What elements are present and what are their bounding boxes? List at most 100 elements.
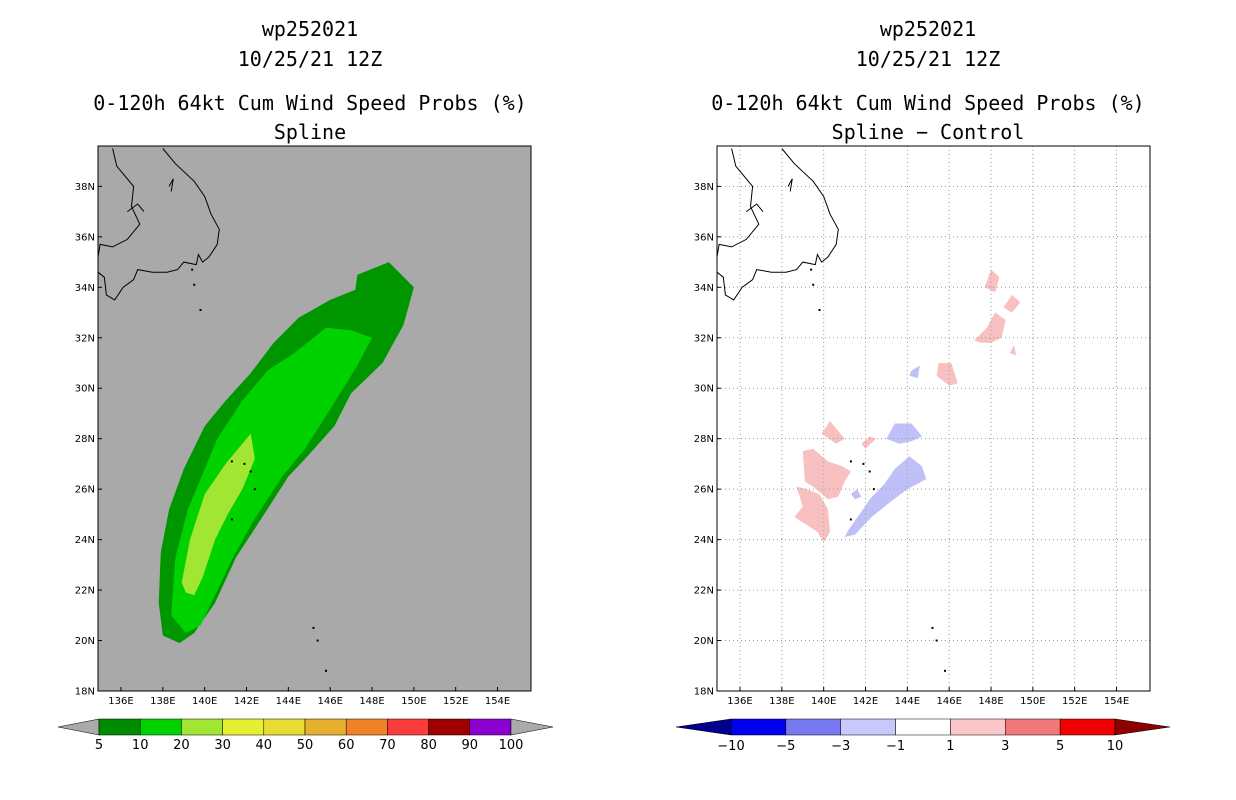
- right-region-11: [844, 456, 927, 538]
- right-lat-tick-label-5: 28N: [694, 434, 714, 445]
- right-colorbar-arrow-low: [675, 718, 732, 736]
- right-lon-tick-label-4: 144E: [895, 696, 920, 707]
- left-lon-tick-label-5: 146E: [317, 696, 342, 707]
- right-region-2: [974, 312, 1006, 343]
- left-region-1: [171, 327, 372, 633]
- left-lon-tick-label-0: 136E: [108, 696, 133, 707]
- left-island-5: [253, 488, 256, 491]
- right-map-panel: 136E 138E 140E 142E 144E 146E 148E 150E 152E 154E…: [694, 145, 1151, 707]
- right-island-11: [862, 462, 865, 465]
- left-colorbar: 5 10 20 30 40 50 60 70 80 90 100: [57, 718, 554, 753]
- left-lat-tick-label-6: 26N: [75, 485, 95, 496]
- left-lon-tick-label-9: 154E: [485, 696, 510, 707]
- right-coastline-3: [787, 178, 793, 192]
- right-storm-id: wp252021: [879, 17, 977, 41]
- right-colorbar-label-7: 10: [1107, 739, 1124, 754]
- left-island-10: [323, 693, 325, 695]
- right-coastline-2: [746, 203, 764, 213]
- right-colorbar-swatch-4: [895, 718, 951, 736]
- left-lat-tick-label-10: 18N: [75, 687, 95, 698]
- left-colorbar-arrow-high: [510, 718, 554, 736]
- right-island-5: [872, 488, 875, 491]
- left-colorbar-swatch-3: [222, 718, 265, 736]
- left-lat-tick-label-7: 24N: [75, 535, 95, 546]
- left-colorbar-label-6: 60: [338, 738, 355, 753]
- right-map-frame: [716, 145, 1151, 692]
- right-colorbar-label-5: 3: [1001, 739, 1009, 754]
- right-region-12: [850, 489, 862, 500]
- right-island-2: [818, 309, 821, 312]
- right-lon-tick-label-3: 142E: [853, 696, 878, 707]
- left-island-11: [243, 462, 246, 465]
- left-lon-tick-label-2: 140E: [192, 696, 217, 707]
- right-colorbar-swatch-2: [785, 718, 841, 736]
- left-colorbar-swatch-5: [304, 718, 347, 736]
- left-lat-tick-label-1: 36N: [75, 232, 95, 243]
- left-subtitle: Spline: [273, 120, 347, 144]
- left-island-9: [325, 669, 328, 672]
- right-lon-tick-label-6: 148E: [978, 696, 1003, 707]
- left-island-2: [199, 309, 202, 312]
- left-colorbar-label-0: 5: [95, 738, 103, 753]
- right-region-0: [984, 269, 1000, 293]
- left-colorbar-label-5: 50: [297, 738, 314, 753]
- right-coastline-0: [717, 148, 760, 258]
- right-colorbar-label-1: −5: [776, 739, 795, 754]
- left-colorbar-swatch-4: [263, 718, 306, 736]
- right-colorbar-swatch-7: [1059, 718, 1116, 736]
- right-region-4: [936, 363, 958, 386]
- right-colorbar-swatch-5: [950, 718, 1006, 736]
- left-datetime: 10/25/21 12Z: [237, 47, 383, 71]
- left-island-6: [230, 518, 233, 521]
- right-lat-tick-label-0: 38N: [694, 182, 714, 193]
- right-lat-tick-label-4: 30N: [694, 384, 714, 395]
- left-map-frame: [97, 145, 532, 692]
- right-region-3: [1009, 345, 1017, 356]
- left-storm-id: wp252021: [261, 17, 359, 41]
- left-island-7: [312, 626, 315, 629]
- left-colorbar-swatch-8: [428, 718, 471, 736]
- left-coastline-3: [168, 178, 174, 192]
- right-island-4: [868, 470, 871, 473]
- left-region-2: [181, 433, 255, 596]
- right-lat-tick-label-7: 24N: [694, 535, 714, 546]
- left-colorbar-swatch-6: [345, 718, 388, 736]
- left-colorbar-label-3: 30: [214, 738, 231, 753]
- right-island-8: [935, 639, 938, 642]
- left-island-0: [191, 268, 194, 271]
- left-colorbar-swatch-2: [181, 718, 223, 736]
- left-lat-tick-label-4: 30N: [75, 384, 95, 395]
- left-map-content: [98, 148, 414, 695]
- left-island-1: [193, 283, 196, 286]
- left-colorbar-label-1: 10: [132, 738, 149, 753]
- right-region-9: [909, 365, 920, 379]
- right-colorbar-label-3: −1: [886, 739, 905, 754]
- left-lon-tick-label-4: 144E: [276, 696, 301, 707]
- right-coastline-1: [717, 148, 839, 301]
- right-colorbar-label-0: −10: [717, 739, 744, 754]
- right-colorbar-label-6: 5: [1056, 739, 1064, 754]
- right-lat-tick-label-3: 32N: [694, 333, 714, 344]
- right-region-8: [794, 486, 830, 543]
- left-colorbar-arrow-low: [57, 718, 100, 736]
- right-lon-tick-label-7: 150E: [1020, 696, 1045, 707]
- right-datetime: 10/25/21 12Z: [855, 47, 1001, 71]
- right-lat-tick-label-2: 34N: [694, 283, 714, 294]
- left-lat-tick-label-5: 28N: [75, 434, 95, 445]
- right-colorbar-swatch-1: [730, 718, 787, 736]
- right-region-5: [821, 421, 845, 444]
- right-island-9: [944, 669, 947, 672]
- right-island-1: [812, 283, 815, 286]
- right-island-0: [810, 268, 813, 271]
- left-island-4: [249, 470, 252, 473]
- left-colorbar-label-10: 100: [499, 738, 524, 753]
- right-colorbar-label-4: 1: [946, 739, 954, 754]
- right-lon-tick-label-5: 146E: [936, 696, 961, 707]
- right-lon-tick-label-9: 154E: [1104, 696, 1129, 707]
- left-lon-tick-label-6: 148E: [359, 696, 384, 707]
- left-coastline-2: [127, 203, 145, 213]
- left-lon-tick-label-8: 152E: [443, 696, 468, 707]
- left-lat-tick-label-9: 20N: [75, 636, 95, 647]
- left-lat-tick-label-0: 38N: [75, 182, 95, 193]
